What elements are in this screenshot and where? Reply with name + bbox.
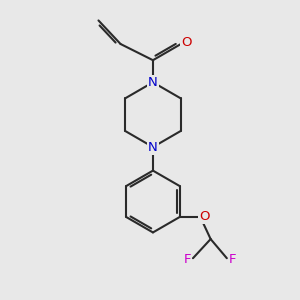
Text: F: F (183, 253, 191, 266)
Text: F: F (229, 253, 236, 266)
Text: O: O (181, 36, 191, 49)
Text: N: N (148, 141, 158, 154)
Text: N: N (148, 76, 158, 89)
Text: O: O (199, 210, 210, 223)
